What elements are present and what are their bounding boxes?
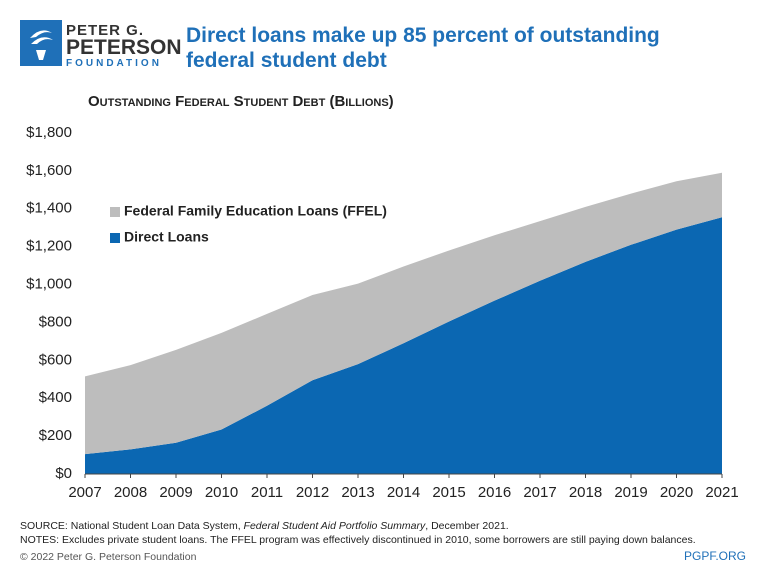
area — [85, 172, 722, 455]
x-tick-label: 2021 — [705, 484, 738, 501]
site: PGPF.ORG — [683, 549, 746, 563]
y-tick-label: $1,400 — [26, 200, 72, 217]
legend-label: Federal Family Education Loans (FFEL) — [124, 203, 387, 219]
y-tick-label: $600 — [39, 351, 72, 368]
legend-swatch — [110, 233, 120, 243]
y-tick-label: $1,000 — [26, 276, 72, 293]
y-tick-label: $1,800 — [26, 124, 72, 141]
copyright: © 2022 Peter G. Peterson Foundation — [20, 551, 197, 563]
x-tick-label: 2019 — [614, 484, 647, 501]
x-tick-label: 2018 — [569, 484, 602, 501]
logo-text: PETER G. — [66, 22, 145, 39]
x-tick-label: 2009 — [159, 484, 192, 501]
notes: NOTES: Excludes private student loans. T… — [20, 534, 696, 546]
source-text: SOURCE: National Student Loan Data Syste… — [20, 520, 241, 532]
x-tick-label: 2016 — [478, 484, 511, 501]
y-tick-label: $800 — [39, 313, 72, 330]
source: SOURCE: National Student Loan Data Syste… — [20, 520, 509, 532]
x-tick-label: 2014 — [387, 484, 420, 501]
legend-label: Direct Loans — [124, 229, 209, 245]
y-tick-label: $200 — [39, 427, 72, 444]
y-tick-label: $0 — [55, 465, 72, 482]
source-text: Federal Student Aid Portfolio Summary — [243, 520, 426, 532]
x-tick-label: 2008 — [114, 484, 147, 501]
x-tick-label: 2012 — [296, 484, 329, 501]
logo-torch — [30, 30, 53, 60]
chart-title: Direct loans make up 85 percent of outst… — [186, 24, 660, 72]
x-tick-label: 2007 — [68, 484, 101, 501]
x-tick-label: 2017 — [523, 484, 556, 501]
source-text: , December 2021. — [425, 520, 509, 532]
y-tick-label: $400 — [39, 389, 72, 406]
logo-text: FOUNDATION — [66, 58, 162, 69]
x-tick-label: 2010 — [205, 484, 238, 501]
logo-text: PETERSON — [66, 36, 182, 59]
x-tick-label: 2011 — [251, 484, 283, 501]
chart-subtitle: Outstanding Federal Student Debt (Billio… — [88, 93, 394, 110]
x-tick-label: 2020 — [660, 484, 693, 501]
x-tick-label: 2013 — [341, 484, 374, 501]
x-tick-label: 2015 — [432, 484, 465, 501]
area — [85, 217, 722, 474]
y-tick-label: $1,200 — [26, 238, 72, 255]
legend-swatch — [110, 207, 120, 217]
y-tick-label: $1,600 — [26, 162, 72, 179]
